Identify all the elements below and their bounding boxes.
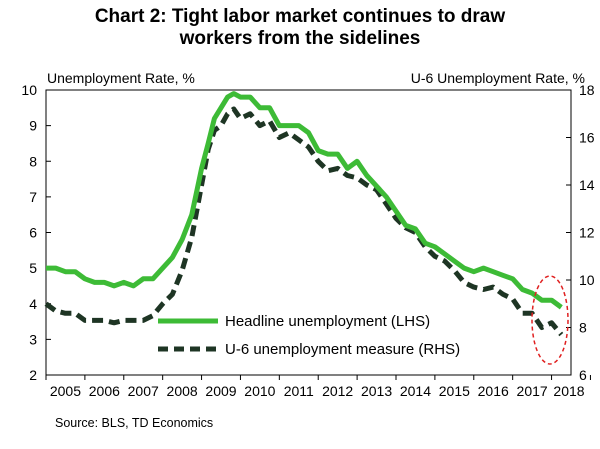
y-right-tick-label: 16 [579, 130, 595, 146]
x-tick-label: 2012 [322, 383, 353, 399]
legend-label-headline: Headline unemployment (LHS) [225, 313, 430, 330]
y-axis-right-label: U-6 Unemployment Rate, % [411, 70, 585, 86]
y-left-tick-label: 8 [29, 153, 37, 169]
y-left-tick-label: 10 [21, 82, 37, 98]
y-axis-left-label: Unemployment Rate, % [47, 70, 195, 86]
y-left-tick-label: 2 [29, 367, 37, 383]
y-left-tick-label: 3 [29, 331, 37, 347]
x-tick-label: 2006 [89, 383, 120, 399]
y-axis-right: 6 8 10 12 14 16 18 [566, 82, 595, 383]
chart-title: Chart 2: Tight labor market continues to… [0, 6, 600, 50]
series-layer [44, 91, 564, 337]
x-tick-label: 2013 [361, 383, 392, 399]
x-tick-label: 2005 [50, 383, 81, 399]
y-left-tick-label: 6 [29, 225, 37, 241]
source-note: Source: BLS, TD Economics [55, 416, 213, 430]
y-left-tick-label: 7 [29, 189, 37, 205]
x-tick-label: 2016 [478, 383, 509, 399]
x-tick-label: 2010 [244, 383, 275, 399]
x-tick-label: 2009 [205, 383, 236, 399]
y-right-tick-label: 6 [579, 367, 587, 383]
legend-label-u6: U-6 unemployment measure (RHS) [225, 341, 460, 358]
highlight-ellipse [531, 275, 569, 365]
x-tick-label: 2018 [553, 383, 584, 399]
x-tick-label: 2014 [400, 383, 431, 399]
y-right-tick-label: 14 [579, 177, 595, 193]
legend: Headline unemployment (LHS) U-6 unemploy… [158, 313, 460, 358]
y-left-tick-label: 5 [29, 260, 37, 276]
x-tick-label: 2007 [128, 383, 159, 399]
y-right-tick-label: 8 [579, 320, 587, 336]
chart-title-line-1: Chart 2: Tight labor market continues to… [94, 6, 506, 27]
y-axis-left: 2 3 4 5 6 7 8 9 10 [21, 82, 51, 383]
y-right-tick-label: 12 [579, 225, 595, 241]
x-tick-label: 2011 [284, 383, 314, 399]
x-tick-label: 2008 [167, 383, 198, 399]
y-right-tick-label: 18 [579, 82, 595, 98]
series-line-u6 [44, 106, 564, 337]
y-right-tick-label: 10 [579, 272, 595, 288]
series-line-headline [46, 91, 563, 310]
y-left-tick-label: 4 [29, 296, 37, 312]
x-tick-label: 2015 [439, 383, 470, 399]
x-axis: 2005 2006 2007 2008 2009 2010 2011 2012 2013 2014… [45, 375, 591, 399]
x-tick-label: 2017 [517, 383, 548, 399]
chart-title-line-2: workers from the sidelines [179, 28, 421, 49]
y-left-tick-label: 9 [29, 118, 37, 134]
